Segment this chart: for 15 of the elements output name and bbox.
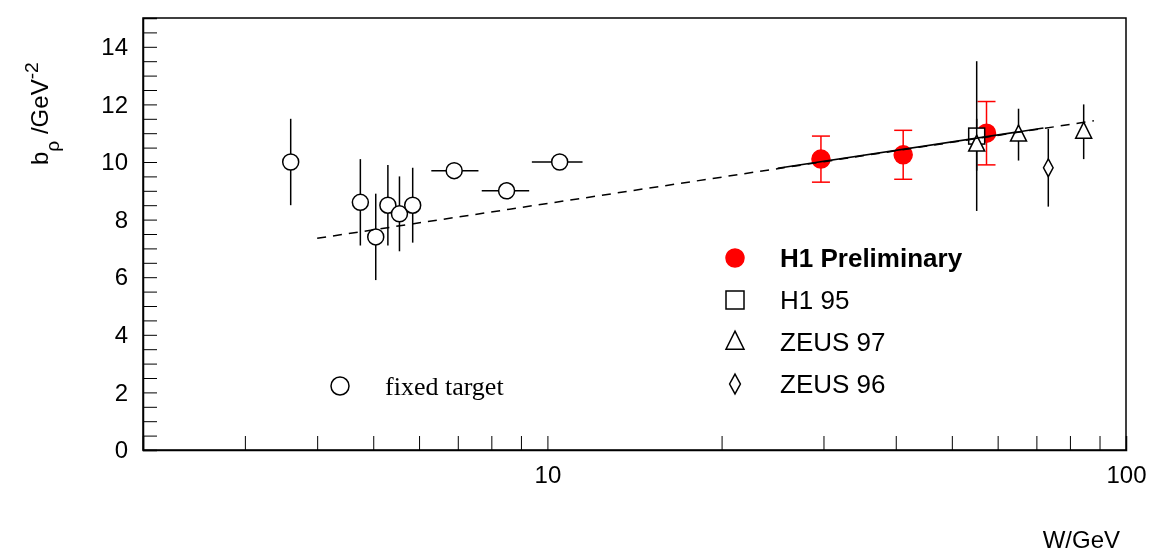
y-tick-label: 2 — [114, 378, 128, 406]
legend-label: H1 95 — [780, 285, 850, 315]
y-tick-label: 0 — [114, 436, 128, 464]
y-tick-label: 14 — [101, 32, 128, 60]
legend-label: ZEUS 96 — [780, 369, 886, 399]
y-tick-label: 8 — [114, 205, 128, 233]
x-axis-title: W/GeV — [1042, 526, 1120, 553]
y-tick-label: 10 — [101, 148, 128, 176]
y-tick-label: 12 — [101, 90, 128, 118]
y-tick-label: 4 — [114, 320, 128, 348]
y-tick-label: 6 — [114, 263, 128, 291]
x-tick-label: 100 — [1106, 461, 1147, 489]
legend-label: H1 Preliminary — [780, 243, 963, 273]
legend-label: fixed target — [385, 372, 505, 401]
legend-label: ZEUS 97 — [780, 327, 886, 357]
